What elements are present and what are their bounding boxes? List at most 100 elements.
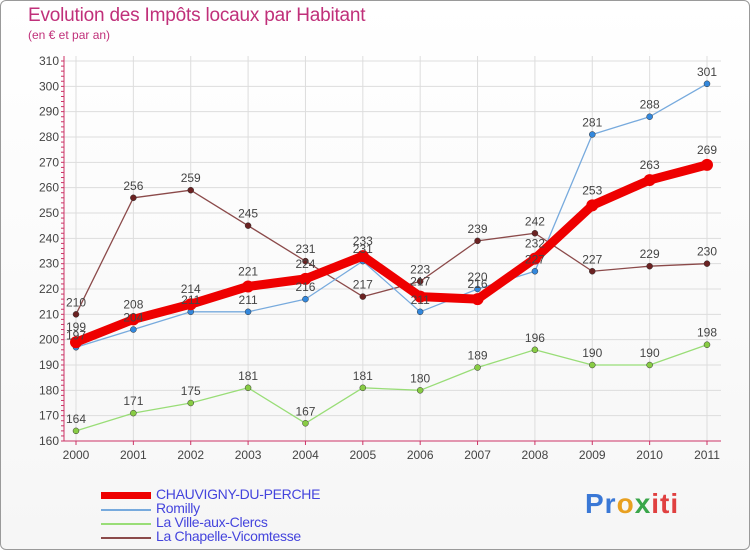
data-point-chauvigny-du-perche: [643, 174, 656, 187]
data-label-la-ville-aux-clercs: 198: [697, 326, 717, 340]
data-label-chauvigny-du-perche: 208: [123, 297, 143, 311]
data-label-la-ville-aux-clercs: 190: [582, 346, 602, 360]
y-tick-label: 180: [39, 383, 59, 397]
data-point-chauvigny-du-perche: [528, 252, 541, 265]
data-label-romilly: 211: [181, 293, 200, 307]
data-label-la-ville-aux-clercs: 180: [410, 371, 430, 385]
y-tick-label: 190: [39, 358, 59, 372]
data-label-romilly: 216: [295, 280, 315, 294]
data-point-romilly: [646, 113, 653, 120]
data-label-chauvigny-du-perche: 216: [468, 277, 488, 291]
y-tick-label: 250: [39, 206, 59, 220]
data-label-la-ville-aux-clercs: 189: [468, 349, 488, 363]
y-tick-label: 160: [39, 434, 59, 448]
data-point-la-ville-aux-clercs: [589, 361, 596, 369]
data-point-la-ville-aux-clercs: [359, 384, 367, 392]
data-point-la-chapelle-vicomtesse: [130, 194, 137, 202]
y-tick-label: 220: [39, 282, 59, 296]
data-label-chauvigny-du-perche: 217: [410, 275, 430, 289]
y-tick-label: 230: [39, 257, 59, 271]
y-tick-label: 290: [39, 105, 59, 119]
data-point-la-ville-aux-clercs: [72, 427, 80, 435]
data-point-romilly: [416, 308, 424, 316]
x-tick-label: 2001: [120, 448, 147, 462]
data-label-romilly: 204: [123, 311, 143, 325]
data-label-la-ville-aux-clercs: 171: [123, 394, 143, 408]
data-label-chauvigny-du-perche: 214: [181, 282, 201, 296]
data-point-la-ville-aux-clercs: [703, 341, 711, 348]
legend-label-chapelle-vicomtesse: La Chapelle-Vicomtesse: [156, 528, 301, 544]
x-tick-label: 2002: [177, 448, 204, 462]
data-point-chauvigny-du-perche: [701, 158, 713, 171]
data-point-romilly: [531, 268, 539, 275]
x-tick-label: 2000: [63, 448, 90, 462]
data-point-la-ville-aux-clercs: [244, 384, 252, 392]
data-point-romilly: [474, 285, 481, 293]
data-point-romilly: [244, 308, 252, 316]
data-label-la-chapelle-vicomtesse: 223: [410, 262, 430, 276]
y-tick-label: 280: [39, 130, 59, 144]
data-label-chauvigny-du-perche: 232: [525, 237, 545, 251]
x-tick-label: 2008: [522, 448, 549, 462]
y-tick-label: 310: [39, 54, 59, 68]
data-label-la-chapelle-vicomtesse: 229: [640, 247, 660, 261]
data-label-chauvigny-du-perche: 199: [66, 320, 86, 334]
data-label-romilly: 211: [239, 293, 258, 307]
data-label-la-chapelle-vicomtesse: 217: [353, 278, 373, 292]
legend-swatch-romilly: [101, 509, 151, 511]
legend-label-romilly: Romilly: [156, 500, 200, 516]
data-point-la-chapelle-vicomtesse: [703, 260, 711, 267]
legend-swatch-chauvigny: [101, 492, 151, 499]
data-point-la-chapelle-vicomtesse: [531, 230, 539, 237]
y-tick-label: 240: [39, 231, 59, 245]
x-tick-label: 2004: [292, 448, 319, 462]
data-label-la-chapelle-vicomtesse: 245: [238, 207, 258, 221]
data-point-la-ville-aux-clercs: [474, 364, 481, 371]
data-label-romilly: 227: [525, 252, 545, 266]
x-tick-label: 2005: [349, 448, 376, 462]
series-line-la-ville-aux-clercs: [75, 344, 708, 432]
x-tick-label: 2010: [636, 448, 663, 462]
data-label-la-ville-aux-clercs: 167: [295, 404, 315, 418]
data-label-la-chapelle-vicomtesse: 230: [697, 245, 717, 259]
series-line-la-chapelle-vicomtesse: [75, 189, 708, 315]
data-label-chauvigny-du-perche: 224: [295, 257, 315, 271]
data-label-la-ville-aux-clercs: 175: [181, 384, 201, 398]
data-label-la-chapelle-vicomtesse: 256: [123, 179, 143, 193]
data-point-la-ville-aux-clercs: [646, 361, 653, 369]
data-label-chauvigny-du-perche: 253: [582, 183, 602, 197]
data-point-la-ville-aux-clercs: [302, 420, 309, 427]
data-label-romilly: 281: [582, 115, 602, 129]
data-point-la-chapelle-vicomtesse: [416, 278, 424, 285]
data-label-romilly: 197: [66, 328, 86, 342]
data-label-la-chapelle-vicomtesse: 231: [295, 242, 315, 256]
legend-swatch-ville-aux-clercs: [101, 523, 151, 525]
data-label-la-ville-aux-clercs: 181: [353, 369, 373, 383]
series-line-romilly: [75, 83, 708, 348]
x-tick-label: 2011: [694, 448, 720, 462]
x-tick-label: 2009: [579, 448, 606, 462]
data-point-chauvigny-du-perche: [356, 250, 369, 263]
data-point-la-ville-aux-clercs: [187, 399, 194, 407]
data-label-la-chapelle-vicomtesse: 210: [66, 295, 86, 309]
chart-title: Evolution des Impôts locaux par Habitant: [28, 5, 366, 26]
data-point-romilly: [302, 295, 309, 303]
data-label-chauvigny-du-perche: 263: [640, 158, 660, 172]
data-point-chauvigny-du-perche: [70, 336, 82, 349]
data-point-chauvigny-du-perche: [184, 298, 197, 311]
data-point-la-chapelle-vicomtesse: [359, 293, 367, 300]
data-point-chauvigny-du-perche: [586, 199, 599, 212]
data-label-romilly: 211: [411, 293, 430, 307]
data-point-romilly: [703, 80, 711, 88]
data-point-romilly: [130, 326, 137, 333]
x-tick-label: 2003: [235, 448, 262, 462]
data-label-la-chapelle-vicomtesse: 239: [468, 222, 488, 236]
data-point-romilly: [589, 131, 596, 138]
data-label-chauvigny-du-perche: 269: [697, 143, 717, 157]
data-label-la-ville-aux-clercs: 190: [640, 346, 660, 360]
data-label-chauvigny-du-perche: 233: [353, 234, 373, 248]
data-point-chauvigny-du-perche: [414, 290, 427, 303]
legend-swatch-chapelle-vicomtesse: [101, 537, 151, 539]
data-label-chauvigny-du-perche: 221: [238, 264, 258, 278]
data-point-chauvigny-du-perche: [471, 293, 484, 306]
